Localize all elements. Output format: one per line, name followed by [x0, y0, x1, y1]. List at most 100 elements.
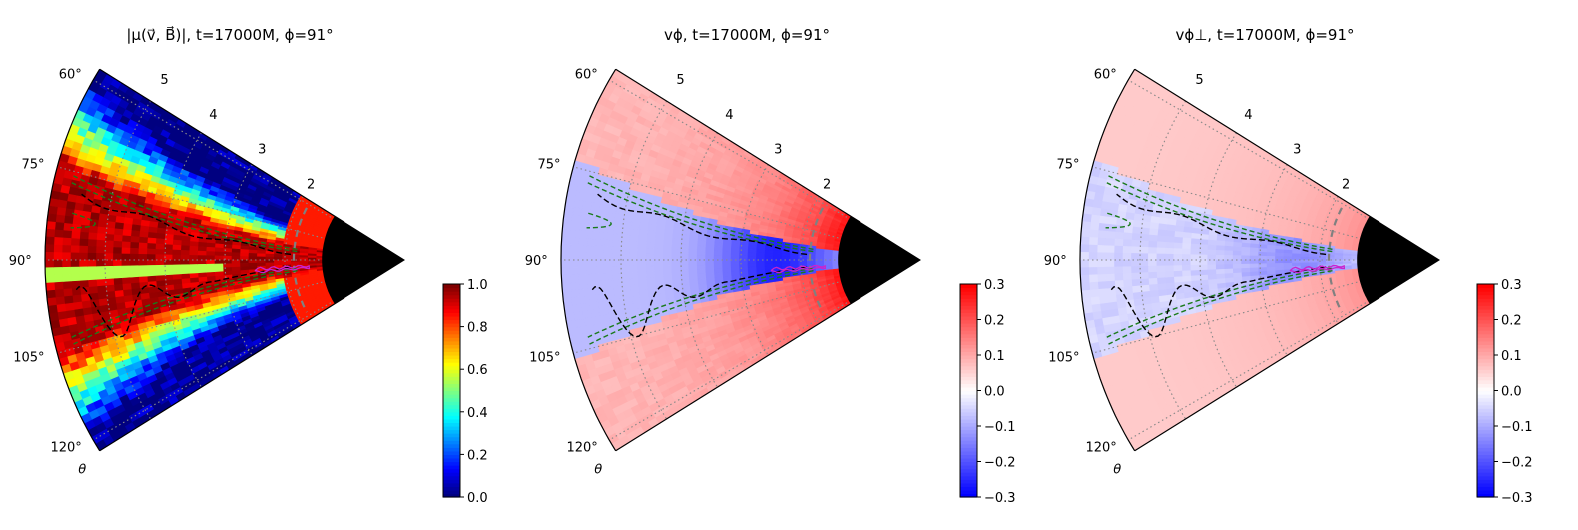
heatmap-cell [71, 238, 80, 246]
heatmap-cell [578, 260, 587, 267]
heatmap-cell [1190, 255, 1199, 260]
colorbar-segment [960, 288, 977, 292]
heatmap-cell [189, 241, 198, 246]
heatmap-cell [730, 264, 739, 268]
heatmap-cell [1224, 255, 1233, 260]
heatmap-cell [198, 264, 207, 269]
heatmap-cell [79, 253, 88, 260]
heatmap-cell [612, 260, 621, 267]
heatmap-cell [688, 245, 697, 250]
heatmap-cell [1241, 247, 1250, 252]
colorbar-segment [443, 348, 460, 352]
heatmap-cell [96, 240, 105, 247]
heatmap-cell [587, 231, 596, 239]
heatmap-cell [231, 260, 240, 264]
heatmap-cell [586, 246, 595, 253]
heatmap-cell [88, 280, 97, 287]
theta-tick-label: 105° [529, 351, 560, 366]
heatmap-cell [1173, 260, 1182, 266]
colorbar-segment [443, 366, 460, 370]
heatmap-cell [147, 243, 156, 249]
r-tick-label: 3 [258, 143, 266, 158]
heatmap-cell [604, 273, 613, 280]
heatmap-cell [55, 222, 64, 230]
heatmap-cell [164, 260, 173, 265]
colorbar-segment [443, 394, 460, 398]
heatmap-cell [181, 265, 190, 270]
theta-tick-label: 60° [59, 67, 82, 82]
heatmap-cell [71, 231, 80, 239]
heatmap-cell [1165, 236, 1174, 242]
colorbar-segment [960, 490, 977, 494]
heatmap-cell [646, 271, 655, 277]
heatmap-cell [54, 245, 63, 253]
heatmap-cell [55, 289, 64, 297]
colorbar-tick-label: 0.1 [984, 349, 1005, 364]
heatmap-cell [223, 256, 232, 260]
heatmap-cell [596, 232, 605, 240]
colorbar-segment [960, 444, 977, 448]
r-tick-label: 5 [160, 73, 168, 88]
heatmap-cell [1300, 254, 1309, 257]
colorbar-segment [443, 376, 460, 380]
heatmap-cell [155, 255, 164, 260]
heatmap-cell [79, 267, 88, 274]
r-tick-label: 2 [307, 177, 315, 192]
heatmap-cell [45, 252, 54, 260]
heatmap-cell [265, 254, 274, 257]
heatmap-cell [561, 275, 570, 283]
heatmap-cell [1233, 251, 1242, 256]
heatmap-cell [705, 255, 714, 260]
heatmap-cell [1191, 239, 1200, 245]
heatmap-cell [638, 236, 647, 243]
colorbar-segment [960, 295, 977, 299]
heatmap-cell [156, 239, 165, 245]
colorbar-segment [960, 351, 977, 355]
colorbar-segment [443, 344, 460, 348]
heatmap-cell [206, 256, 215, 260]
heatmap-cell [655, 231, 664, 237]
heatmap-cell [172, 260, 181, 265]
heatmap-cell [1190, 244, 1199, 250]
heatmap-cell [181, 241, 190, 246]
heatmap-cell [739, 260, 748, 264]
colorbar-segment [960, 462, 977, 466]
heatmap-cell [663, 265, 672, 271]
heatmap-cell [1233, 264, 1242, 269]
heatmap-cell [730, 260, 739, 264]
colorbar-segment [960, 359, 977, 363]
heatmap-cell [637, 266, 646, 272]
colorbar-tick-label: 1.0 [467, 278, 488, 293]
heatmap-cell [172, 250, 181, 255]
heatmap-cell [1266, 256, 1275, 260]
heatmap-cell [578, 267, 587, 275]
heatmap-cell [130, 277, 139, 283]
heatmap-cell [1165, 248, 1174, 254]
heatmap-cell [121, 254, 130, 260]
heatmap-cell [223, 260, 232, 264]
heatmap-cell [189, 251, 198, 256]
colorbar-segment [960, 334, 977, 338]
colorbar-tick-label: −0.1 [984, 420, 1016, 435]
heatmap-cell [206, 264, 215, 268]
heatmap-cell [654, 266, 663, 272]
heatmap-cell [113, 278, 122, 285]
heatmap-cell [1292, 260, 1301, 263]
heatmap-cell [1232, 260, 1241, 264]
heatmap-cell [62, 274, 71, 282]
heatmap-cell [671, 255, 680, 260]
heatmap-cell [1182, 260, 1191, 266]
colorbar-segment [960, 380, 977, 384]
colorbar-segment [443, 337, 460, 341]
heatmap-cell [697, 269, 706, 274]
heatmap-cell [595, 267, 604, 274]
heatmap-cell [637, 254, 646, 260]
heatmap-cell [654, 260, 663, 266]
heatmap-cell [654, 254, 663, 260]
heatmap-cell [1258, 256, 1267, 260]
heatmap-cell [630, 229, 639, 236]
colorbar-segment [443, 458, 460, 462]
r-tick-label: 2 [823, 177, 831, 192]
heatmap-cell [563, 298, 572, 307]
heatmap-cell [114, 229, 123, 236]
